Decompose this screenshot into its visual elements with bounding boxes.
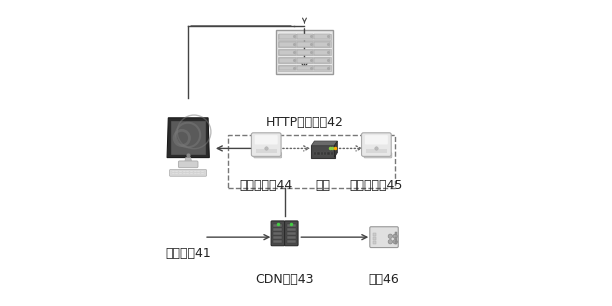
FancyBboxPatch shape [370, 227, 398, 248]
Bar [327, 152, 330, 155]
Bar [324, 152, 326, 155]
Bar [286, 228, 296, 231]
Text: 源站46: 源站46 [368, 274, 400, 286]
Bar [314, 152, 316, 155]
Bar [171, 173, 175, 174]
Bar [280, 34, 296, 39]
Bar [286, 240, 296, 243]
FancyBboxPatch shape [170, 170, 207, 176]
Bar [330, 152, 333, 155]
Bar [171, 171, 175, 172]
Bar [273, 224, 283, 227]
FancyBboxPatch shape [365, 135, 388, 144]
Text: HTTP调度中心42: HTTP调度中心42 [266, 116, 343, 129]
Bar [273, 232, 283, 235]
Bar [321, 152, 323, 155]
Bar [278, 49, 330, 55]
Bar [278, 57, 330, 63]
Circle shape [393, 234, 397, 238]
Bar [273, 236, 283, 239]
Bar [187, 171, 190, 172]
FancyBboxPatch shape [277, 30, 333, 74]
Bar [313, 34, 330, 39]
FancyBboxPatch shape [364, 152, 392, 158]
Circle shape [388, 240, 392, 244]
Bar [179, 173, 182, 174]
Bar [297, 65, 313, 70]
Bar [183, 171, 186, 172]
Bar [313, 50, 330, 55]
Bar [278, 34, 330, 40]
FancyBboxPatch shape [179, 161, 198, 168]
Bar [313, 65, 330, 70]
Bar [171, 121, 206, 155]
Bar [197, 171, 201, 172]
Text: 第一服务器44: 第一服务器44 [239, 179, 293, 192]
Bar [175, 173, 179, 174]
FancyBboxPatch shape [271, 221, 285, 246]
Bar [175, 171, 179, 172]
Bar [286, 232, 296, 235]
Text: CDN节点43: CDN节点43 [255, 274, 314, 286]
Bar [183, 173, 186, 174]
Bar [373, 237, 376, 240]
Text: 路由: 路由 [315, 179, 330, 192]
Bar [366, 149, 387, 153]
Bar [313, 58, 330, 62]
Bar [278, 65, 330, 71]
Circle shape [393, 240, 397, 244]
Text: 第一服务器45: 第一服务器45 [349, 179, 403, 192]
FancyBboxPatch shape [252, 133, 281, 156]
Polygon shape [167, 118, 209, 158]
Bar [197, 173, 201, 174]
Bar [297, 42, 313, 47]
Polygon shape [185, 158, 192, 163]
Circle shape [388, 234, 392, 238]
FancyBboxPatch shape [254, 152, 282, 158]
Bar [280, 50, 296, 55]
Bar [286, 236, 296, 239]
Bar [190, 173, 193, 174]
Polygon shape [334, 141, 337, 157]
Bar [373, 241, 376, 244]
Bar [190, 171, 193, 172]
Bar [317, 152, 319, 155]
Bar [297, 34, 313, 39]
Bar [278, 42, 330, 47]
Bar [201, 173, 204, 174]
Bar [256, 149, 277, 153]
Bar [395, 237, 397, 240]
Bar [273, 228, 283, 231]
FancyBboxPatch shape [362, 133, 391, 156]
Bar [286, 224, 296, 227]
Bar [395, 241, 397, 244]
Text: 用户终端41: 用户终端41 [165, 248, 211, 260]
Bar [280, 65, 296, 70]
Bar [193, 171, 197, 172]
Bar [313, 42, 330, 47]
Bar [297, 58, 313, 62]
Polygon shape [312, 141, 337, 146]
FancyBboxPatch shape [285, 221, 298, 246]
Bar [193, 173, 197, 174]
FancyBboxPatch shape [255, 135, 278, 144]
Bar [280, 58, 296, 62]
Bar [280, 42, 296, 47]
Bar [297, 50, 313, 55]
Bar [395, 232, 397, 235]
Bar [187, 173, 190, 174]
FancyBboxPatch shape [311, 145, 335, 158]
Bar [273, 240, 283, 243]
Bar [179, 171, 182, 172]
Bar [373, 233, 376, 236]
Bar [201, 171, 204, 172]
